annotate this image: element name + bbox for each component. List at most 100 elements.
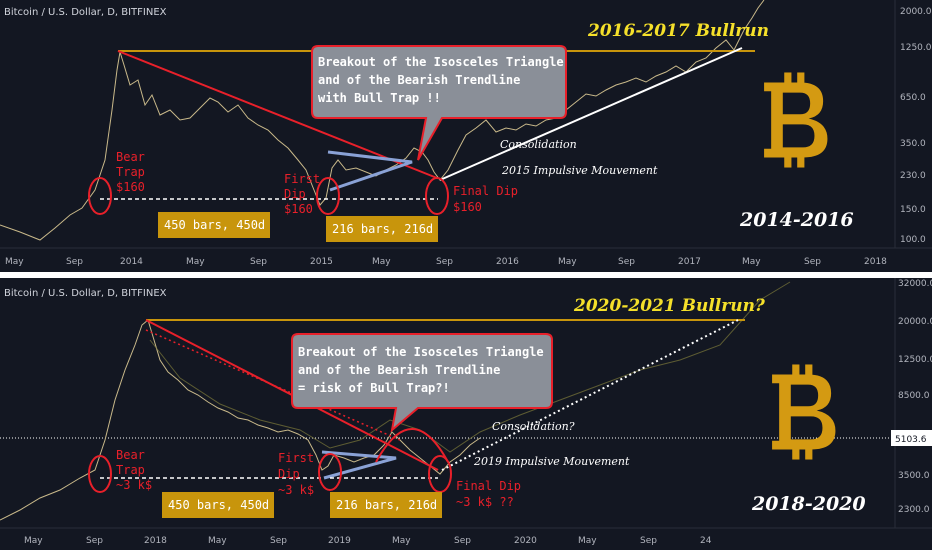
x-tick: Sep	[640, 536, 657, 546]
top-bars-label-2: 216 bars, 216d	[332, 222, 433, 236]
x-tick: Sep	[454, 536, 471, 546]
bottom-final-dip-value: ~3 k$ ??	[456, 495, 514, 509]
top-first-dip-circle	[316, 177, 340, 215]
top-bars-box-2	[326, 216, 438, 242]
top-bars-box-1	[158, 212, 270, 238]
x-tick: May	[558, 257, 577, 267]
bottom-chart-header: Bitcoin / U.S. Dollar, D, BITFINEX	[4, 288, 167, 299]
bottom-price-line	[0, 319, 481, 521]
bottom-bars-label-2: 216 bars, 216d	[336, 498, 437, 512]
top-bullrun-title: 2016-2017 Bullrun	[587, 21, 769, 41]
top-bear-trap-value: $160	[116, 180, 145, 194]
y-tick: 12500.0	[898, 355, 932, 365]
x-tick: Sep	[804, 257, 821, 267]
x-tick: 2018	[144, 536, 167, 546]
bitcoin-logo-icon	[772, 364, 836, 460]
top-bear-trap-label: Trap	[116, 165, 145, 179]
top-panel: Bitcoin / U.S. Dollar, D, BITFINEX 2000.…	[0, 0, 932, 267]
bottom-callout-line: Breakout of the Isosceles Triangle	[298, 345, 544, 359]
top-bear-trap-label: Bear	[116, 150, 145, 164]
bottom-first-dip-circle	[318, 453, 342, 491]
bottom-bear-trap-value: ~3 k$	[116, 478, 152, 492]
x-tick: 2018	[864, 257, 887, 267]
y-tick: 100.0	[900, 235, 926, 245]
x-tick: May	[186, 257, 205, 267]
top-final-dip-label: Final Dip	[453, 184, 518, 198]
bottom-bullrun-title: 2020-2021 Bullrun?	[573, 296, 766, 316]
bottom-impulsive-label: 2019 Impulsive Mouvement	[473, 455, 630, 468]
x-tick: Sep	[250, 257, 267, 267]
x-tick: 2019	[328, 536, 351, 546]
bottom-first-dip-label: First	[278, 451, 314, 465]
bottom-bars-box-1	[162, 492, 274, 518]
top-first-dip-value: $160	[284, 202, 313, 216]
bottom-first-dip-label: Dip	[278, 467, 300, 481]
x-tick: May	[742, 257, 761, 267]
top-callout-line: with Bull Trap !!	[318, 91, 441, 105]
x-tick: 2020	[514, 536, 537, 546]
x-tick: May	[372, 257, 391, 267]
panel-divider	[0, 272, 932, 278]
bottom-dotted-trendline	[145, 329, 401, 441]
bottom-y-axis: 32000.0 20000.0 12500.0 8500.0 3500.0 23…	[898, 279, 932, 515]
x-tick: 2014	[120, 257, 143, 267]
bottom-bars-label-1: 450 bars, 450d	[168, 498, 269, 512]
top-first-dip-label: First	[284, 172, 320, 186]
x-tick: Sep	[86, 536, 103, 546]
bottom-callout-line: = risk of Bull Trap?!	[298, 381, 450, 395]
bottom-ascending-line	[441, 319, 739, 471]
y-tick: 20000.0	[898, 317, 932, 327]
x-tick: Sep	[66, 257, 83, 267]
bottom-first-dip-value: ~3 k$	[278, 483, 314, 497]
y-tick: 350.0	[900, 139, 926, 149]
top-bearish-trendline	[117, 50, 438, 179]
top-impulsive-label: 2015 Impulsive Mouvement	[501, 164, 658, 177]
bottom-panel: Bitcoin / U.S. Dollar, D, BITFINEX 32000…	[0, 278, 932, 546]
y-tick: 2000.0	[900, 7, 932, 17]
top-final-dip-value: $160	[453, 200, 482, 214]
top-triangle	[327, 150, 413, 192]
top-ascending-line	[439, 47, 743, 181]
y-tick: 230.0	[900, 171, 926, 181]
bottom-projected-line	[149, 281, 791, 453]
bottom-final-dip-label: Final Dip	[456, 479, 521, 493]
bottom-bear-trap-label: Trap	[116, 463, 145, 477]
top-period-label: 2014-2016	[739, 209, 854, 231]
top-callout-line: Breakout of the Isosceles Triangle	[318, 55, 564, 69]
x-tick: 2015	[310, 257, 333, 267]
top-x-axis: May Sep 2014 May Sep 2015 May Sep 2016 M…	[5, 257, 887, 267]
y-tick: 150.0	[900, 205, 926, 215]
current-price-value: 5103.6	[895, 435, 927, 445]
bottom-triangle	[321, 450, 397, 480]
top-chart-header: Bitcoin / U.S. Dollar, D, BITFINEX	[4, 7, 167, 18]
bottom-bear-trap-circle	[88, 455, 112, 493]
x-tick: May	[578, 536, 597, 546]
bitcoin-logo-icon	[764, 72, 828, 168]
x-tick: 2017	[678, 257, 701, 267]
y-tick: 32000.0	[898, 279, 932, 289]
x-tick: May	[208, 536, 227, 546]
top-first-dip-label: Dip	[284, 187, 306, 201]
x-tick: May	[392, 536, 411, 546]
top-callout-line: and of the Bearish Trendline	[318, 73, 520, 87]
y-tick: 2300.0	[898, 505, 930, 515]
top-final-dip-circle	[425, 177, 449, 215]
bottom-bull-trap-arc	[375, 428, 449, 463]
current-price-badge	[891, 430, 932, 446]
x-tick: Sep	[270, 536, 287, 546]
x-tick: Sep	[436, 257, 453, 267]
x-tick: May	[5, 257, 24, 267]
top-y-axis: 2000.0 1250.0 650.0 350.0 230.0 150.0 10…	[900, 7, 932, 245]
bottom-callout-bubble: Breakout of the Isosceles Triangle and o…	[291, 333, 553, 433]
bottom-x-axis: May Sep 2018 May Sep 2019 May Sep 2020 M…	[24, 536, 712, 546]
x-tick: 2016	[496, 257, 519, 267]
bottom-bear-trap-label: Bear	[116, 448, 145, 462]
y-tick: 650.0	[900, 93, 926, 103]
y-tick: 1250.0	[900, 43, 932, 53]
top-bars-label-1: 450 bars, 450d	[164, 218, 265, 232]
y-tick: 3500.0	[898, 471, 930, 481]
bottom-callout-line: and of the Bearish Trendline	[298, 363, 500, 377]
bottom-period-label: 2018-2020	[751, 493, 866, 515]
x-tick: Sep	[618, 257, 635, 267]
bottom-bars-box-2	[330, 492, 442, 518]
